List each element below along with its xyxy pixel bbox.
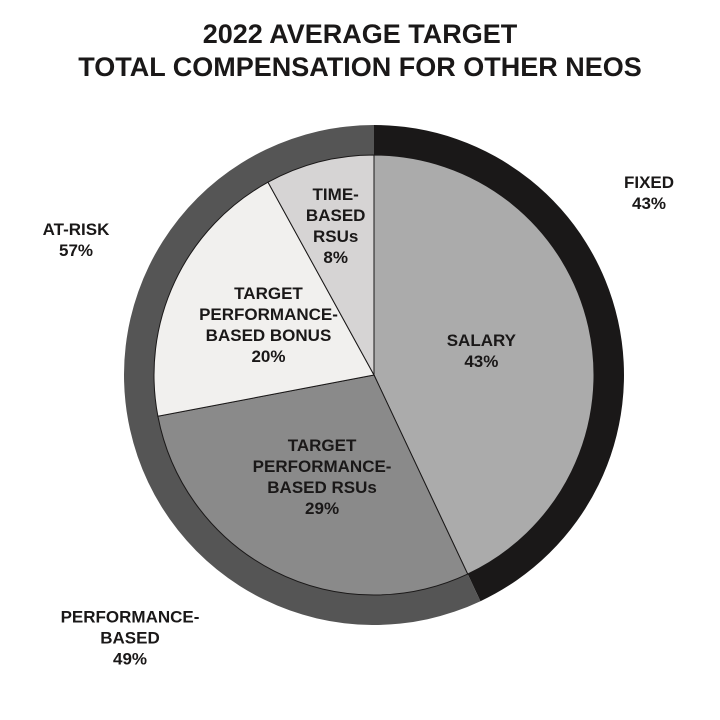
ring-segment [374, 125, 625, 602]
annotation-text: PERFORMANCE-BASED [60, 607, 200, 648]
ring-value: 43% [631, 194, 667, 213]
title-line: 2022 AVERAGE TARGET [202, 19, 518, 49]
ring-value: 57% [58, 241, 94, 260]
slice-label: TARGET PERFORMANCE-BASED RSUs 29% [242, 435, 402, 519]
slice-value: 20% [251, 347, 286, 367]
ring-label: FIXED 43% [609, 172, 689, 214]
chart-title: 2022 AVERAGE TARGET TOTAL COMPENSATION F… [0, 18, 720, 84]
slice-value: 29% [305, 498, 340, 518]
pie-slice [267, 154, 375, 376]
pie-slice [157, 374, 469, 596]
ring-name: AT-RISK [42, 220, 110, 239]
annotation-value: 49% [112, 649, 148, 669]
annotation: PERFORMANCE-BASED 49% [50, 607, 210, 670]
ring-name: FIXED [623, 173, 675, 192]
ring-label: AT-RISK 57% [31, 219, 121, 261]
slice-value: 43% [464, 352, 499, 371]
slice-label: SALARY 43% [426, 330, 536, 372]
slice-name: TARGET PERFORMANCE-BASED RSUs [252, 435, 392, 497]
slice-label: TIME-BASED RSUs 8% [301, 184, 371, 268]
slice-name: TIME-BASED RSUs [305, 184, 366, 246]
pie-slice [153, 181, 375, 417]
slice-name: TARGET PERFORMANCE-BASED BONUS [199, 284, 338, 346]
slice-value: 8% [323, 247, 348, 267]
slice-label: TARGET PERFORMANCE-BASED BONUS 20% [188, 283, 348, 367]
pie-slice [373, 154, 595, 575]
slice-name: SALARY [446, 331, 516, 350]
title-line: TOTAL COMPENSATION FOR OTHER NEOS [78, 52, 642, 82]
